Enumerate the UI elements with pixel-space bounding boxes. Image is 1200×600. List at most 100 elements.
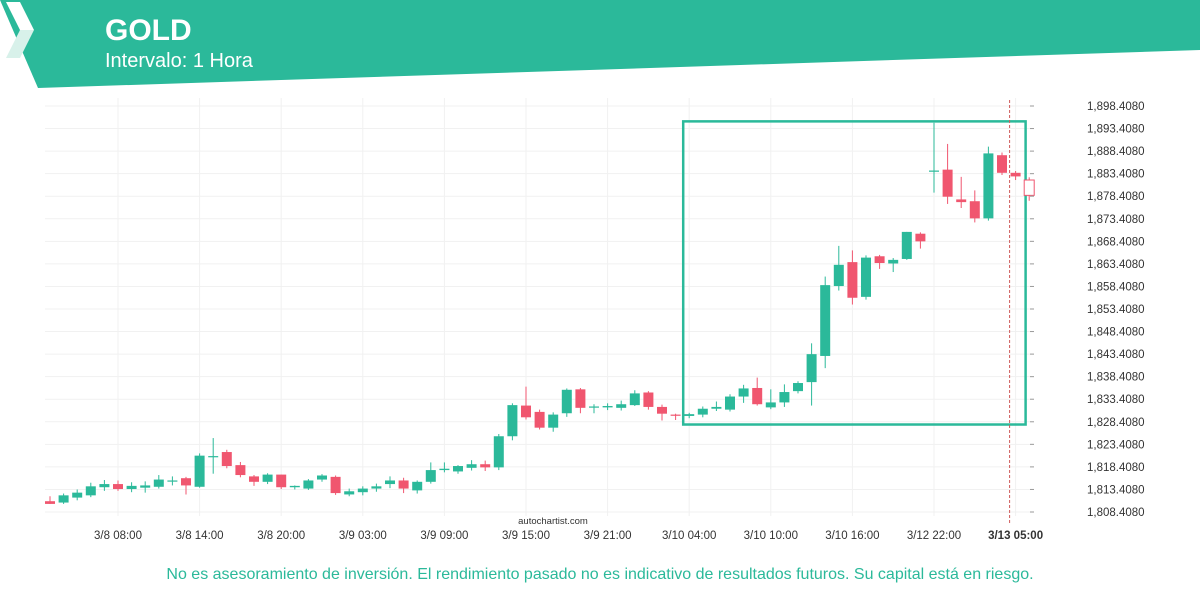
x-tick-label: 3/9 15:00 — [502, 530, 550, 542]
candle-body — [670, 414, 681, 416]
candle-body — [915, 233, 926, 242]
candle — [888, 258, 899, 273]
candle — [575, 387, 586, 414]
candle — [752, 377, 763, 406]
candle-body — [289, 485, 300, 488]
pattern-layer — [681, 120, 1027, 426]
x-tick-label: 3/9 21:00 — [584, 530, 632, 542]
candle — [398, 477, 409, 494]
candle-body — [779, 392, 790, 403]
y-tick-label: 1,858.4080 — [1087, 281, 1145, 293]
candle-body — [58, 495, 69, 503]
price-chart: 1,808.4080 1,813.4080 1,818.4080 1,823.4080… — [45, 98, 1145, 542]
candle-body — [697, 408, 708, 415]
candle — [956, 176, 967, 208]
candle — [616, 400, 627, 411]
candle-body — [969, 201, 980, 219]
candle-body — [765, 402, 776, 408]
candle-body — [385, 480, 395, 485]
candle-body — [752, 387, 763, 405]
y-tick-label: 1,873.4080 — [1087, 214, 1145, 226]
candle-body — [480, 464, 491, 468]
y-tick-label: 1,818.4080 — [1087, 462, 1145, 474]
candle — [684, 412, 695, 419]
candle — [589, 404, 599, 414]
candle-body — [249, 476, 259, 482]
candle-body — [357, 488, 368, 493]
header-background — [0, 0, 1200, 88]
y-tick-label: 1,808.4080 — [1087, 507, 1145, 519]
candle — [548, 412, 559, 432]
candle-body — [126, 485, 137, 490]
candle-body — [208, 456, 219, 458]
candle — [58, 493, 69, 504]
candle — [453, 465, 463, 474]
x-tick-label: 3/8 14:00 — [176, 530, 224, 542]
candle — [657, 404, 667, 421]
interval-label: Intervalo: — [105, 50, 188, 72]
candle-body — [793, 383, 803, 392]
candle — [153, 475, 164, 489]
candle-body — [262, 474, 273, 482]
header-band — [0, 0, 1200, 88]
candle-body — [425, 470, 436, 482]
candle-body — [72, 492, 83, 498]
candle-body — [616, 404, 627, 408]
candle-body — [561, 389, 572, 414]
candle — [221, 449, 232, 469]
candle — [929, 122, 939, 193]
candle — [194, 453, 205, 488]
interval-line: Intervalo: 1 Hora — [105, 50, 253, 73]
candle — [235, 461, 246, 478]
candle-body — [657, 406, 667, 414]
candle-body — [235, 465, 246, 476]
candle-body — [629, 393, 640, 406]
disclaimer: No es asesoramiento de inversión. El ren… — [166, 566, 1034, 583]
candle — [113, 480, 123, 491]
candle — [534, 409, 545, 430]
candle — [602, 403, 613, 411]
candle — [643, 391, 654, 410]
y-tick-label: 1,893.4080 — [1087, 124, 1145, 136]
y-tick-label: 1,828.4080 — [1087, 417, 1145, 429]
candle — [874, 254, 885, 269]
candle-body — [181, 478, 191, 486]
logo-top-shape — [6, 2, 34, 30]
candle — [493, 433, 504, 471]
x-tick-label: 3/13 05:00 — [988, 530, 1043, 542]
candle — [779, 384, 790, 407]
candle-body — [929, 170, 939, 172]
grid — [45, 98, 1030, 516]
candle-body — [942, 169, 953, 197]
x-axis: 3/8 08:00 3/8 14:00 3/8 20:00 3/9 03:00 3/9 … — [94, 530, 1043, 542]
candle — [385, 476, 395, 489]
y-tick-label: 1,843.4080 — [1087, 349, 1145, 361]
candle-body — [167, 480, 178, 482]
candle-body — [194, 455, 205, 487]
y-tick-label: 1,883.4080 — [1087, 169, 1145, 181]
candle-body — [847, 262, 858, 298]
candle — [969, 190, 980, 223]
candle-body — [806, 354, 817, 383]
candle-body — [45, 501, 55, 504]
candle — [99, 480, 110, 491]
candle-body — [466, 464, 477, 468]
candle-body — [493, 436, 504, 468]
candle — [983, 146, 994, 221]
candle-body — [861, 257, 871, 297]
candle — [371, 483, 382, 492]
candle — [289, 485, 300, 490]
candle-body — [956, 199, 967, 203]
candle-body — [589, 406, 599, 408]
candle-body — [711, 406, 722, 409]
candle-body — [534, 411, 545, 428]
candle — [521, 386, 531, 420]
x-tick-label: 3/9 09:00 — [420, 530, 468, 542]
candle-body — [1010, 172, 1021, 177]
candle — [1023, 177, 1035, 201]
candle — [861, 255, 871, 300]
candle — [711, 401, 722, 411]
y-tick-label: 1,823.4080 — [1087, 439, 1145, 451]
candle — [72, 489, 83, 501]
candle-body — [398, 480, 409, 489]
